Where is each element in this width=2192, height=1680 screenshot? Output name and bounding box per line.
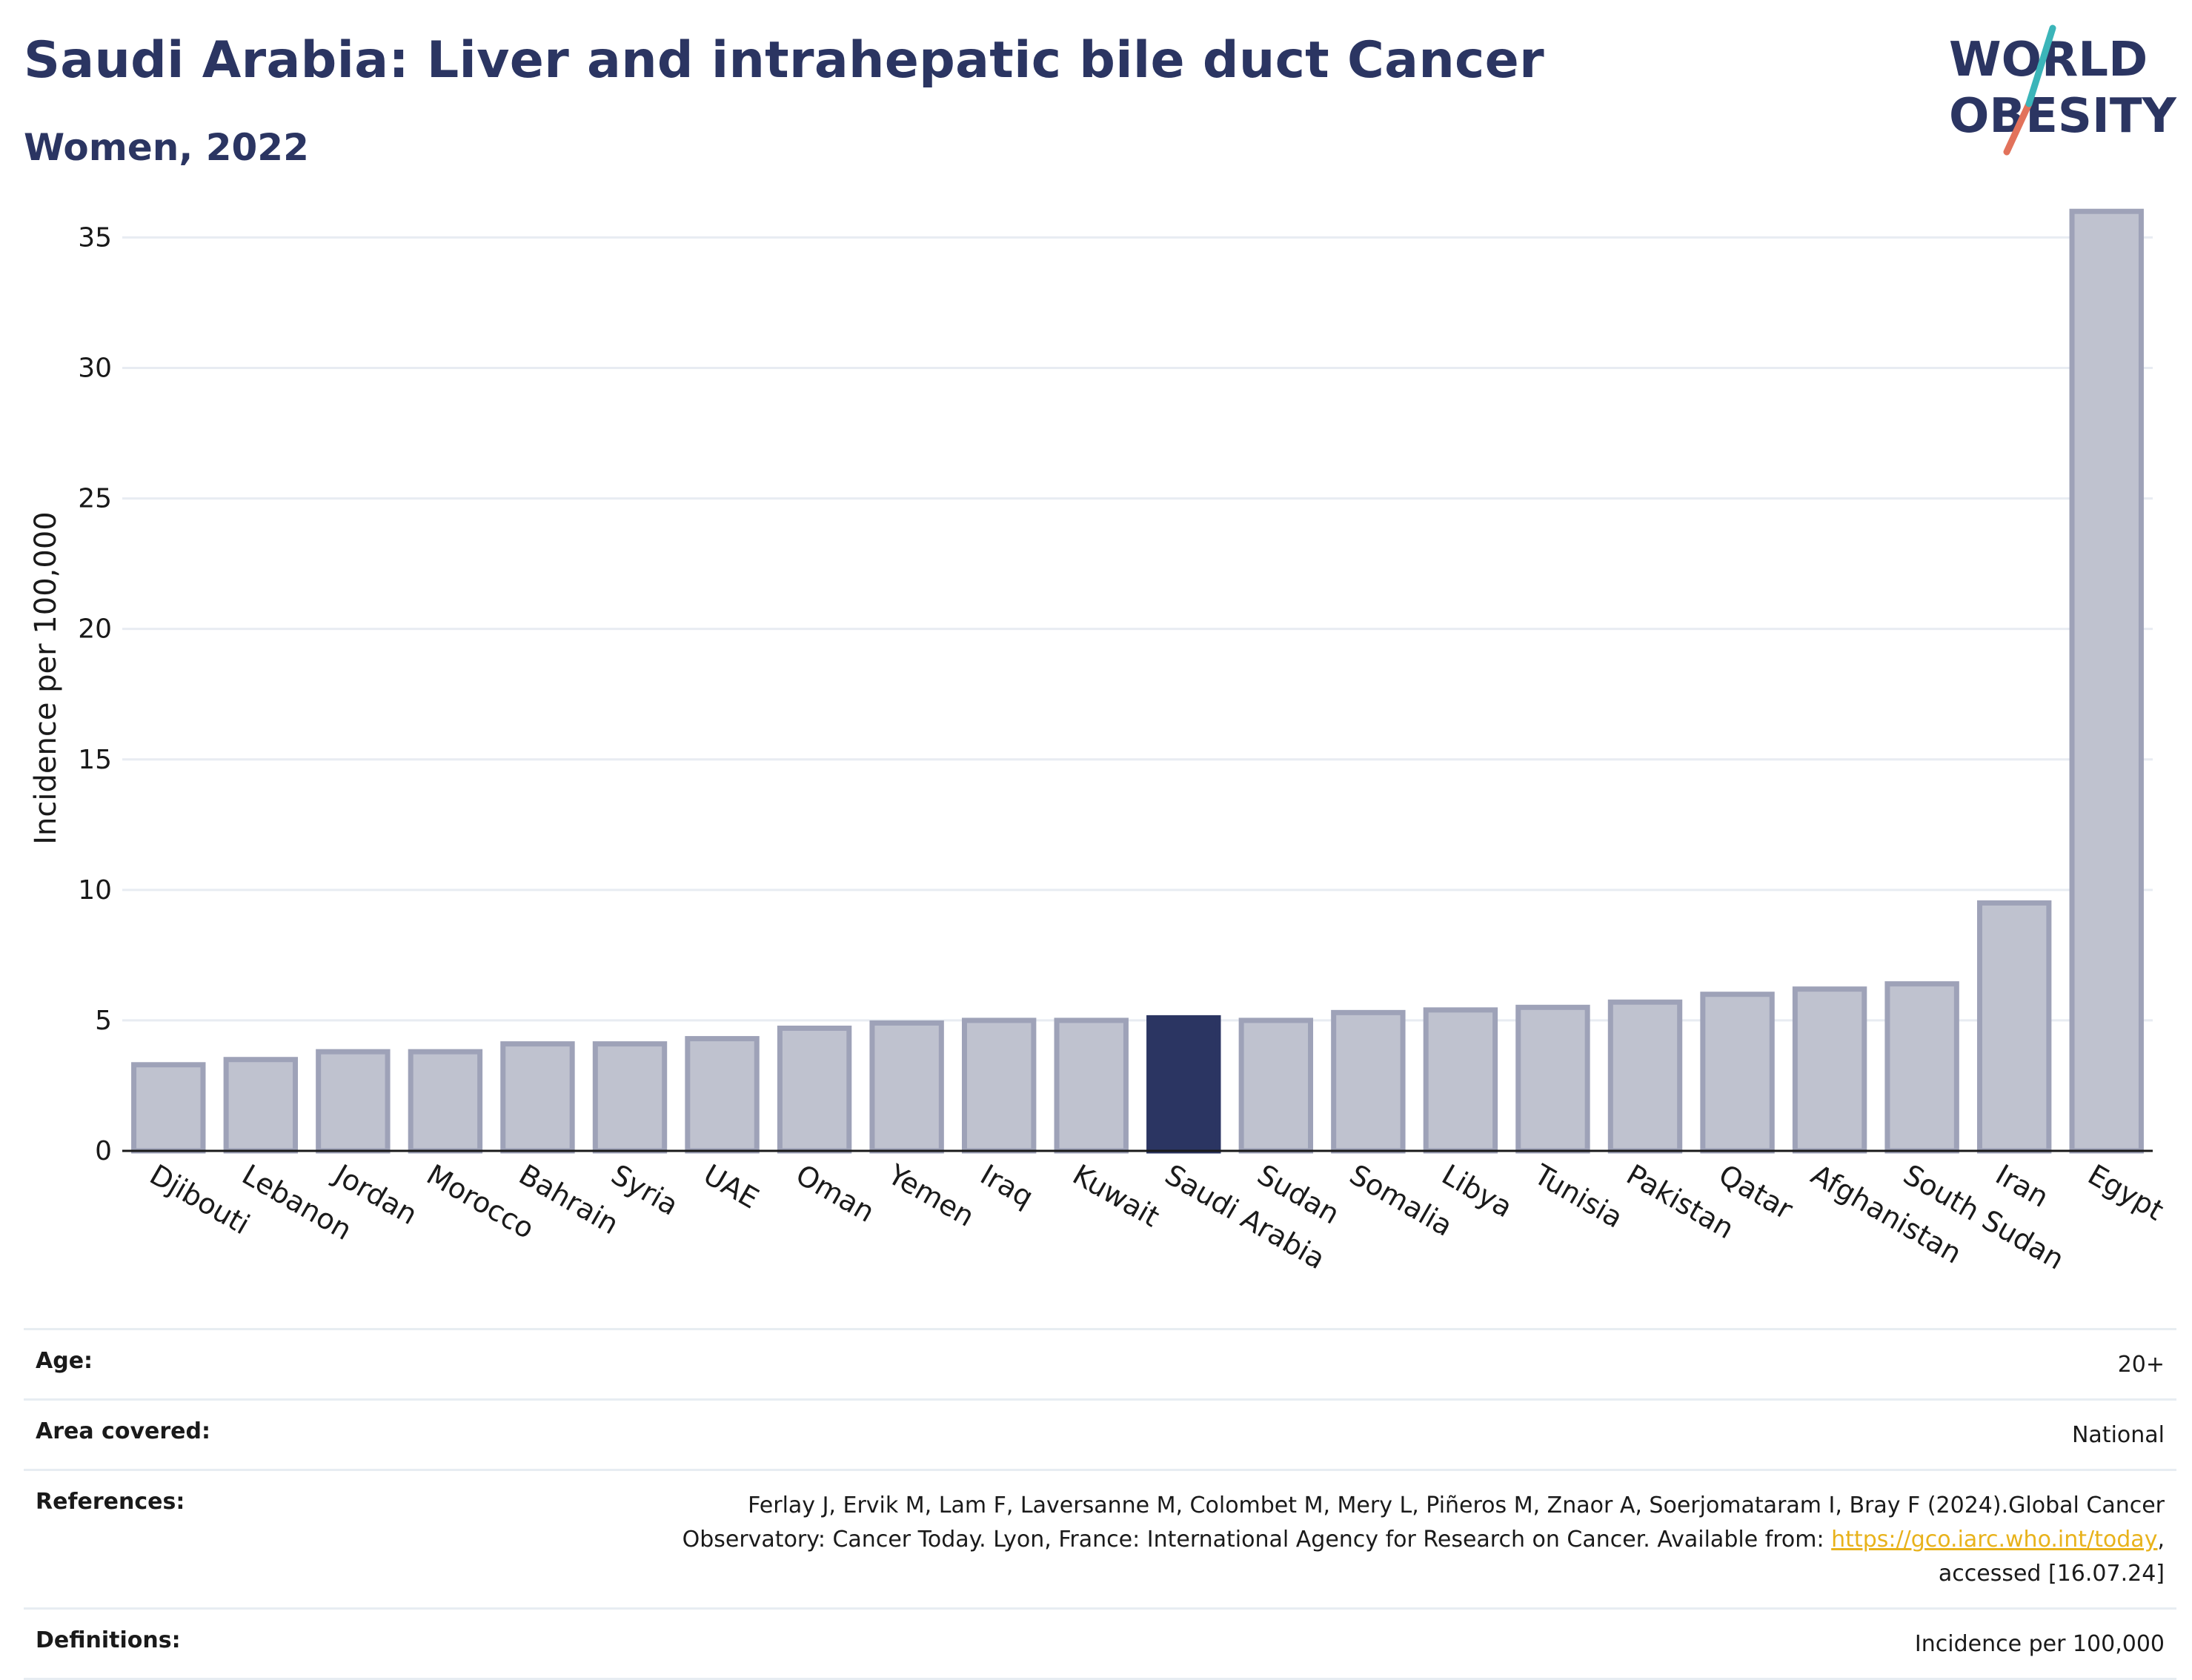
meta-row-definitions: Definitions: Incidence per 100,000: [24, 1607, 2176, 1680]
bar-jordan: [316, 1049, 391, 1154]
bar-chart: 0 5 10 15 20 25 30 35 DjiboutiLebanonJordanMoro…: [29, 208, 2169, 1276]
bar-yemen: [869, 1020, 944, 1154]
bar-morocco: [408, 1049, 483, 1154]
x-tick-label: Somalia: [1344, 1158, 1458, 1243]
bar-south-sudan: [1884, 981, 1959, 1154]
reference-line-1: Ferlay J, Ervik M, Lam F, Laversanne M, …: [748, 1493, 2165, 1518]
bar-egypt: [2069, 208, 2144, 1154]
chart-title: Saudi Arabia: Liver and intrahepatic bil…: [24, 31, 1544, 90]
x-tick-label: UAE: [698, 1158, 764, 1215]
bar-sudan: [1238, 1017, 1314, 1154]
bar-pakistan: [1607, 999, 1683, 1154]
reference-line-2: Observatory: Cancer Today. Lyon, France:…: [682, 1527, 1832, 1553]
bar-qatar: [1700, 992, 1775, 1154]
bar-uae: [685, 1036, 760, 1154]
x-axis-ticks: DjiboutiLebanonJordanMoroccoBahrainSyria…: [145, 1158, 2169, 1276]
x-tick-label: Iraq: [975, 1158, 1039, 1214]
bar-iraq: [961, 1017, 1037, 1154]
bar-lebanon: [223, 1057, 299, 1154]
y-tick-label: 30: [78, 353, 112, 384]
y-tick-label: 15: [78, 745, 112, 775]
x-tick-label: Oman: [791, 1158, 880, 1229]
x-tick-label: Tunisia: [1528, 1158, 1628, 1235]
x-tick-label: Kuwait: [1067, 1158, 1165, 1234]
reference-link[interactable]: https://gco.iarc.who.int/today: [1831, 1527, 2158, 1553]
meta-label: Definitions:: [36, 1627, 181, 1653]
logo-text-obesity: OBESITY: [1949, 89, 2176, 144]
meta-label: Area covered:: [36, 1418, 210, 1444]
bar-oman: [777, 1025, 852, 1154]
meta-label: References:: [36, 1489, 185, 1515]
x-tick-label: Djibouti: [145, 1158, 256, 1241]
meta-value: National: [2071, 1422, 2165, 1448]
bar-afghanistan: [1792, 986, 1867, 1154]
bar-bahrain: [500, 1041, 575, 1154]
bar-djibouti: [131, 1062, 206, 1154]
meta-value: Incidence per 100,000: [1914, 1631, 2165, 1657]
meta-row-references: References: Ferlay J, Ervik M, Lam F, La…: [24, 1469, 2176, 1607]
meta-value-references: Ferlay J, Ervik M, Lam F, Laversanne M, …: [682, 1489, 2165, 1591]
reference-line-2-suffix: ,: [2157, 1527, 2165, 1553]
x-tick-label: Yemen: [882, 1158, 980, 1233]
meta-row-age: Age: 20+: [24, 1328, 2176, 1398]
y-tick-label: 25: [78, 484, 112, 514]
meta-value: 20+: [2117, 1352, 2165, 1378]
y-tick-label: 5: [95, 1006, 112, 1036]
grid-lines: [122, 236, 2153, 1022]
y-axis-title: Incidence per 100,000: [29, 511, 63, 845]
logo-slash-teal: [2025, 24, 2056, 107]
world-obesity-logo: WORLD OBESITY: [1949, 24, 2176, 156]
x-tick-label: Iran: [1990, 1158, 2054, 1214]
bars: [131, 208, 2144, 1154]
meta-row-area: Area covered: National: [24, 1398, 2176, 1469]
y-tick-label: 10: [78, 875, 112, 906]
bar-somalia: [1331, 1009, 1406, 1154]
chart-subtitle: Women, 2022: [24, 126, 309, 169]
bar-libya: [1423, 1007, 1498, 1154]
y-tick-label: 0: [95, 1136, 112, 1166]
x-tick-label: Egypt: [2082, 1158, 2169, 1227]
logo-slash-red: [2003, 100, 2033, 156]
metadata-table: Age: 20+ Area covered: National Referenc…: [24, 1328, 2176, 1680]
bar-tunisia: [1515, 1004, 1590, 1154]
bar-saudi-arabia: [1146, 1015, 1221, 1154]
reference-line-3: accessed [16.07.24]: [1938, 1561, 2165, 1587]
y-tick-label: 20: [78, 614, 112, 645]
bar-kuwait: [1054, 1017, 1129, 1154]
y-tick-label: 35: [78, 222, 112, 253]
meta-label: Age:: [36, 1348, 93, 1374]
bar-iran: [1976, 900, 2052, 1154]
y-axis-ticks: 0 5 10 15 20 25 30 35: [78, 222, 112, 1166]
bar-syria: [592, 1041, 668, 1154]
